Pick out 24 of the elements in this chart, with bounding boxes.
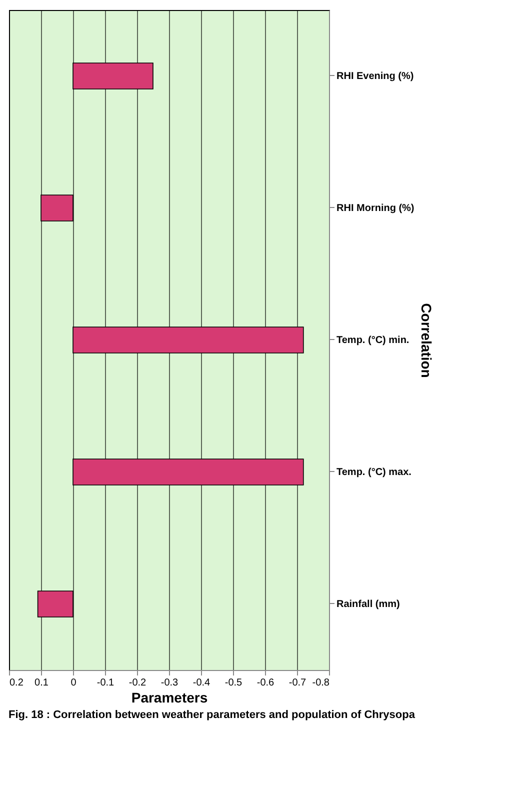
x-tick-label: 0.1 — [34, 678, 49, 688]
y-tick-label: RHI Evening (%) — [336, 71, 414, 82]
x-tick-label: -0.1 — [96, 678, 115, 688]
x-tick-label: -0.5 — [224, 678, 243, 688]
x-tick-label: -0.3 — [160, 678, 179, 688]
y-axis-title: Correlation — [418, 303, 434, 378]
y-tick-label: Temp. (°C) min. — [336, 335, 410, 346]
x-tick-label: -0.7 — [288, 678, 307, 688]
bar — [72, 458, 304, 486]
x-tick-label: -0.6 — [256, 678, 275, 688]
bar — [72, 326, 304, 354]
bar — [40, 194, 74, 222]
bar — [72, 62, 154, 90]
x-tick-label: 0.2 — [10, 678, 24, 688]
y-tick-label: Rainfall (mm) — [336, 599, 400, 610]
x-tick-label: -0.8 — [312, 678, 330, 688]
y-tick-label: RHI Morning (%) — [336, 203, 414, 214]
bar — [37, 590, 74, 618]
x-tick-label: -0.2 — [128, 678, 147, 688]
x-tick-label: -0.4 — [192, 678, 211, 688]
text: Fig. 18 : Correlation between weather parameters and population of Chrysopa — [8, 709, 416, 721]
y-tick-label: Temp. (°C) max. — [336, 467, 412, 478]
x-axis-title: Parameters — [131, 690, 208, 706]
x-tick-label: 0 — [70, 678, 77, 688]
